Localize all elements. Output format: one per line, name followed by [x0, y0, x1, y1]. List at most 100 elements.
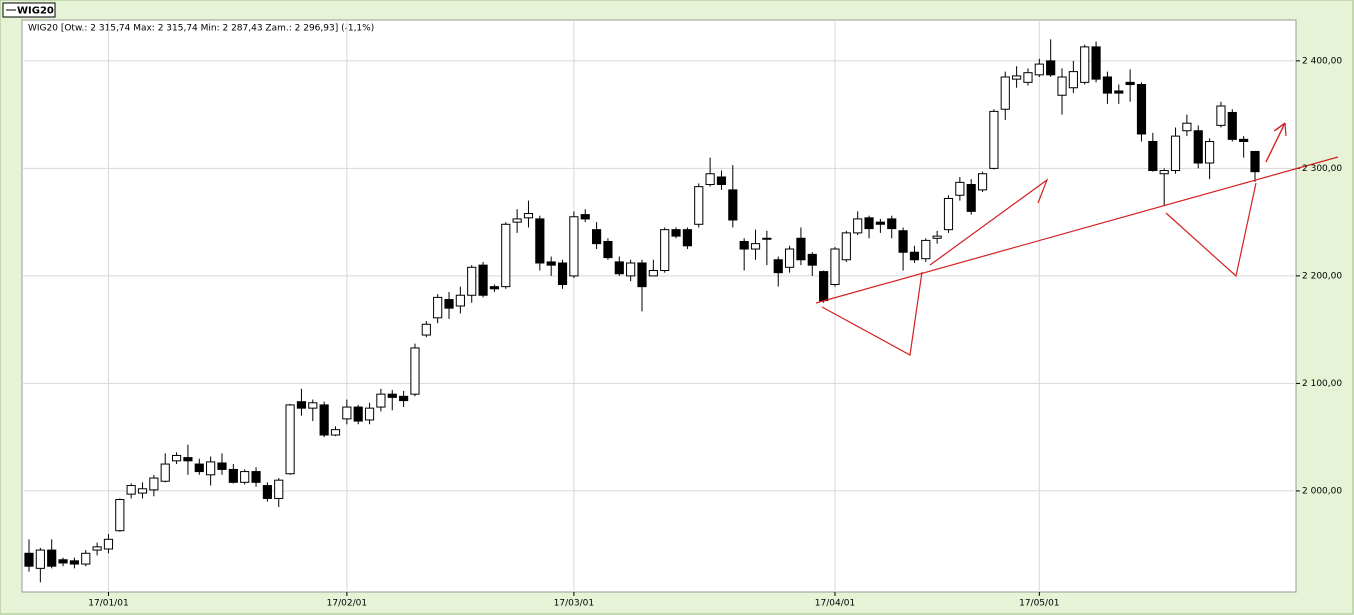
- candle-body: [523, 213, 534, 219]
- candle-body: [603, 240, 613, 259]
- candle-body: [807, 253, 817, 266]
- candle-body: [1102, 76, 1113, 94]
- candle-body: [81, 552, 91, 565]
- candle-body: [1170, 135, 1181, 172]
- candle-body: [1205, 140, 1215, 164]
- candle-body: [58, 559, 68, 564]
- candle-body: [342, 406, 352, 420]
- candle-body: [1239, 138, 1249, 142]
- header-info: WIG20 [Otw.: 2 315,74 Max: 2 315,74 Min:…: [28, 24, 374, 34]
- candle-body: [1193, 130, 1203, 164]
- candle-body: [160, 463, 170, 482]
- x-tick-label: 17/02/01: [327, 599, 367, 609]
- arrow-sketch: [1273, 122, 1286, 132]
- candle-body: [478, 264, 488, 296]
- candle-body: [262, 485, 272, 499]
- candle-body: [399, 395, 409, 402]
- candle-body: [682, 229, 692, 247]
- candle-body: [183, 457, 193, 462]
- candle-body: [705, 173, 715, 186]
- candle-body: [535, 218, 545, 264]
- candle-body: [955, 181, 965, 196]
- candle-body: [853, 218, 863, 234]
- candle-body: [455, 294, 465, 307]
- candle-body: [1068, 71, 1078, 89]
- y-tick-label: 2 100,00: [1302, 379, 1342, 389]
- candle-body: [1136, 84, 1147, 135]
- candle-body: [569, 216, 579, 277]
- candle-body: [387, 393, 397, 398]
- candle-body: [580, 214, 590, 220]
- candle-body: [1012, 75, 1022, 80]
- candle-body: [194, 463, 204, 473]
- candle-body: [739, 240, 749, 250]
- candle-body: [421, 323, 431, 336]
- candle-body: [626, 262, 636, 277]
- candle-body: [989, 110, 999, 169]
- candle-body: [92, 546, 102, 551]
- candle-body: [898, 230, 908, 253]
- candle-body: [115, 499, 125, 532]
- candle-body: [819, 271, 829, 302]
- candle-body: [614, 261, 624, 275]
- candle-body: [1080, 46, 1090, 83]
- candle-body: [1023, 72, 1033, 83]
- y-tick-label: 2 000,00: [1302, 486, 1342, 496]
- candle-body: [932, 235, 942, 239]
- candle-body: [1034, 63, 1044, 76]
- candle-body: [1250, 150, 1260, 173]
- candle-body: [217, 462, 227, 470]
- candle-body: [330, 429, 341, 436]
- candle-body: [1114, 90, 1124, 94]
- candle-body: [69, 560, 79, 565]
- legend-label: WIG20: [17, 6, 54, 17]
- candle-body: [126, 485, 136, 495]
- candle-body: [1216, 105, 1226, 126]
- candle-body: [977, 173, 988, 191]
- candle-body: [648, 270, 658, 277]
- candle-body: [489, 286, 500, 290]
- candle-body: [830, 248, 840, 285]
- arrow-sketch: [929, 178, 1049, 266]
- x-tick-label: 17/03/01: [554, 599, 594, 609]
- candle-body: [149, 477, 159, 491]
- candle-body: [671, 229, 681, 237]
- candle-body: [773, 259, 783, 274]
- candles: [24, 39, 1260, 583]
- candle-body: [501, 223, 511, 288]
- candle-body: [206, 461, 216, 476]
- candle-body: [1159, 170, 1169, 175]
- x-tick-label: 17/01/01: [88, 599, 128, 609]
- candle-body: [512, 218, 522, 223]
- candle-body: [228, 468, 238, 483]
- candle-body: [660, 229, 670, 272]
- candle-body: [694, 186, 704, 225]
- candle-body: [943, 197, 954, 231]
- candle-body: [1057, 76, 1067, 96]
- candle-body: [875, 221, 885, 225]
- candle-body: [274, 479, 284, 499]
- candle-body: [1227, 111, 1237, 140]
- candle-body: [240, 471, 250, 483]
- candle-body: [308, 402, 318, 409]
- candle-body: [364, 407, 375, 421]
- candle-body: [433, 296, 443, 319]
- candle-body: [319, 404, 329, 436]
- candle-body: [285, 404, 295, 475]
- candle-body: [376, 393, 386, 408]
- candle-body: [546, 261, 556, 266]
- candle-body: [784, 248, 795, 268]
- candle-body: [171, 454, 182, 462]
- candle-body: [467, 266, 477, 296]
- arrow-sketch: [1265, 122, 1286, 163]
- candle-body: [103, 538, 114, 550]
- candle-body: [716, 176, 727, 186]
- candle-body: [557, 262, 568, 285]
- arrow-sketch: [1284, 122, 1287, 137]
- arrow-sketch: [821, 271, 923, 356]
- candle-body: [728, 189, 738, 221]
- plot-area: [21, 19, 1297, 593]
- candle-body: [762, 237, 772, 240]
- candle-body: [47, 549, 57, 567]
- y-tick-label: 2 400,00: [1302, 56, 1342, 66]
